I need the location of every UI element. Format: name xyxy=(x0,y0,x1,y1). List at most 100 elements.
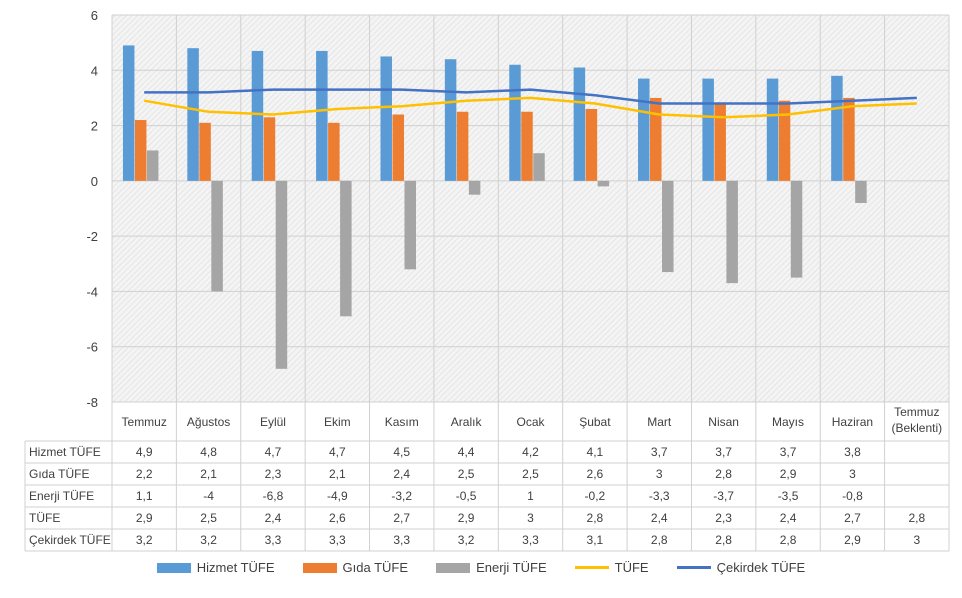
data-label: 2,1 xyxy=(329,467,346,481)
data-label: 2,8 xyxy=(908,511,925,525)
data-label: 3,3 xyxy=(393,533,410,547)
legend-item: Hizmet TÜFE xyxy=(156,560,275,575)
legend-item: Çekirdek TÜFE xyxy=(676,560,806,575)
data-label: 2,3 xyxy=(715,511,732,525)
y-tick-label: 4 xyxy=(91,63,98,78)
legend-swatch xyxy=(574,566,609,569)
y-tick-label: -4 xyxy=(86,284,98,299)
legend-label: Enerji TÜFE xyxy=(476,560,547,575)
data-label: -3,7 xyxy=(713,489,734,503)
bar xyxy=(146,150,159,181)
data-label: 3,3 xyxy=(265,533,282,547)
data-label: 2,8 xyxy=(715,533,732,547)
legend-swatch xyxy=(436,562,471,573)
bar xyxy=(456,111,469,181)
category-label: (Beklenti) xyxy=(891,421,942,435)
row-label: Gıda TÜFE xyxy=(29,467,89,481)
bar xyxy=(650,97,662,181)
bar xyxy=(597,180,610,187)
data-label: 2,9 xyxy=(780,467,797,481)
bar xyxy=(211,180,223,292)
data-label: 2,4 xyxy=(780,511,797,525)
y-tick-label: 0 xyxy=(91,174,98,189)
category-label: Ocak xyxy=(516,415,545,429)
data-label: 2,7 xyxy=(844,511,861,525)
bar xyxy=(122,45,135,181)
bar xyxy=(328,122,340,181)
data-label: 3,7 xyxy=(715,445,732,459)
row-label: Çekirdek TÜFE xyxy=(29,533,111,547)
data-label: 2,1 xyxy=(200,467,217,481)
bar xyxy=(134,120,147,181)
data-label: 4,1 xyxy=(587,445,604,459)
legend-item: TÜFE xyxy=(574,560,649,575)
bar xyxy=(316,50,328,181)
data-label: -3,3 xyxy=(649,489,670,503)
category-label: Temmuz xyxy=(122,415,167,429)
data-label: 4,8 xyxy=(200,445,217,459)
legend-swatch xyxy=(156,562,191,573)
data-label: 2,6 xyxy=(329,511,346,525)
data-label: 3 xyxy=(527,511,534,525)
bar xyxy=(662,180,674,273)
data-label: -0,5 xyxy=(456,489,477,503)
bar xyxy=(263,117,276,181)
bar xyxy=(831,75,843,181)
legend-label: TÜFE xyxy=(614,560,649,575)
data-label: 4,9 xyxy=(136,445,153,459)
bar xyxy=(444,59,457,181)
data-label: -4,9 xyxy=(327,489,348,503)
bar xyxy=(790,180,803,278)
category-label: Ekim xyxy=(324,415,351,429)
y-tick-label: -8 xyxy=(86,395,98,410)
data-label: -3,5 xyxy=(778,489,799,503)
data-label: 2,2 xyxy=(136,467,153,481)
bar xyxy=(585,108,598,181)
y-tick-label: -6 xyxy=(86,340,98,355)
category-label: Haziran xyxy=(832,415,873,429)
data-label: -6,8 xyxy=(263,489,284,503)
data-label: 2,9 xyxy=(458,511,475,525)
bar xyxy=(509,64,521,181)
data-label: 2,8 xyxy=(780,533,797,547)
category-label: Nisan xyxy=(708,415,739,429)
data-label: 3,7 xyxy=(780,445,797,459)
data-label: 2,5 xyxy=(200,511,217,525)
data-label: 4,4 xyxy=(458,445,475,459)
data-label: -0,8 xyxy=(842,489,863,503)
chart-legend: Hizmet TÜFE Gıda TÜFE Enerji TÜFE TÜFE Çekir… xyxy=(0,560,962,575)
category-label: Aralık xyxy=(451,415,483,429)
bar xyxy=(638,78,650,181)
data-label: 3,1 xyxy=(587,533,604,547)
data-label: -0,2 xyxy=(585,489,606,503)
data-label: 3,2 xyxy=(136,533,153,547)
bar xyxy=(714,103,726,181)
data-label: 2,8 xyxy=(587,511,604,525)
bar xyxy=(275,180,288,369)
category-label: Eylül xyxy=(260,415,286,429)
series-line xyxy=(144,88,917,105)
bar xyxy=(573,67,586,181)
data-label: -4 xyxy=(203,489,214,503)
data-label: 3 xyxy=(849,467,856,481)
row-label: TÜFE xyxy=(29,511,60,525)
bar xyxy=(392,114,404,181)
data-label: 4,7 xyxy=(329,445,346,459)
legend-swatch xyxy=(676,566,711,569)
y-tick-label: 6 xyxy=(91,8,98,23)
legend-label: Çekirdek TÜFE xyxy=(716,560,806,575)
data-label: 2,9 xyxy=(136,511,153,525)
data-label: 1 xyxy=(527,489,534,503)
y-tick-label: -2 xyxy=(86,229,98,244)
data-label: 3,2 xyxy=(200,533,217,547)
data-label: 4,2 xyxy=(522,445,539,459)
bar xyxy=(855,180,867,203)
legend-label: Hizmet TÜFE xyxy=(196,560,275,575)
data-label: 4,5 xyxy=(393,445,410,459)
bar xyxy=(199,122,211,181)
data-label: 3 xyxy=(656,467,663,481)
row-label: Hizmet TÜFE xyxy=(29,445,101,459)
data-label: 2,9 xyxy=(844,533,861,547)
